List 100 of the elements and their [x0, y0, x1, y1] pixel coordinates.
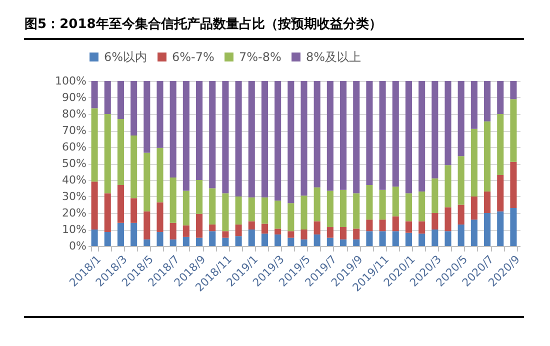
bar [170, 81, 176, 178]
bar [366, 81, 373, 185]
bar [144, 152, 150, 212]
bar [353, 81, 360, 194]
bar [196, 238, 203, 246]
bar [182, 225, 190, 237]
y-tick-label: 10% [62, 223, 86, 236]
bar [458, 81, 464, 156]
bar [196, 214, 203, 238]
bar [326, 81, 334, 191]
bar [340, 227, 347, 240]
bar [91, 81, 98, 108]
bar [379, 231, 386, 246]
bar [222, 193, 229, 232]
bar [379, 190, 386, 220]
bar [432, 213, 438, 230]
bar [497, 175, 504, 212]
bar [300, 230, 308, 240]
bar [130, 135, 138, 198]
bar [510, 162, 517, 208]
bar [222, 81, 229, 194]
bar [235, 81, 242, 196]
bar [392, 231, 399, 246]
bar [248, 197, 255, 222]
bar [484, 192, 491, 213]
bar [91, 230, 98, 246]
bar [182, 236, 190, 246]
bar [392, 186, 399, 216]
bar [248, 81, 255, 198]
bar [379, 81, 386, 190]
bar [353, 193, 360, 229]
bar [274, 234, 282, 246]
bar [261, 234, 268, 246]
chart-title: 图5：2018年至今集合信托产品数量占比（按预期收益分类） [24, 16, 382, 32]
bar [458, 204, 464, 225]
bar [196, 81, 203, 180]
bar [288, 231, 294, 238]
bar [405, 81, 412, 194]
bar [366, 184, 373, 220]
bar [326, 238, 334, 246]
bar [144, 211, 150, 240]
y-tick-label: 80% [62, 108, 86, 120]
bar [288, 203, 294, 232]
bar [497, 81, 504, 114]
bar [104, 114, 111, 194]
legend-label: 7%-8% [239, 50, 282, 64]
bar [510, 81, 517, 100]
bar [130, 222, 138, 246]
bar [288, 238, 294, 246]
bar [235, 236, 242, 246]
bar [104, 232, 111, 246]
y-tick-label: 50% [62, 157, 86, 170]
bar [130, 198, 138, 223]
bar [510, 99, 517, 162]
legend-label: 6%-7% [172, 50, 214, 64]
bar [340, 81, 347, 190]
bar [300, 196, 308, 230]
bar [314, 234, 320, 246]
bar [182, 190, 190, 226]
bar [235, 224, 242, 236]
y-tick-label: 100% [55, 74, 86, 88]
bar [261, 81, 268, 198]
bar [353, 239, 360, 246]
bar [432, 178, 438, 213]
bar [497, 211, 504, 246]
bar [130, 81, 138, 136]
bar [117, 118, 124, 185]
bar [300, 81, 308, 196]
bar [470, 128, 478, 196]
bar [392, 216, 399, 232]
bar [170, 239, 176, 246]
bar [432, 81, 438, 178]
bar [209, 231, 216, 246]
bar [314, 187, 320, 222]
bar [470, 220, 478, 246]
bar [418, 81, 426, 192]
bar [288, 81, 294, 204]
bar [248, 221, 255, 230]
bar [353, 228, 360, 240]
bar [470, 81, 478, 129]
bar [209, 188, 216, 225]
bar [484, 81, 491, 122]
legend-label: 6%以内 [104, 50, 148, 64]
bar [418, 221, 426, 234]
bar [484, 213, 491, 246]
bar [91, 108, 98, 182]
bar [392, 81, 399, 187]
bar [340, 190, 347, 228]
bar [104, 81, 111, 114]
bar [366, 231, 373, 246]
bar [444, 231, 452, 246]
bar [274, 200, 282, 229]
y-tick-label: 90% [62, 91, 86, 104]
bar [274, 81, 282, 201]
bar [379, 220, 386, 232]
bar [117, 81, 124, 119]
y-tick-label: 70% [62, 124, 86, 137]
bar [497, 114, 504, 176]
bar [209, 81, 216, 188]
bar [432, 230, 438, 246]
